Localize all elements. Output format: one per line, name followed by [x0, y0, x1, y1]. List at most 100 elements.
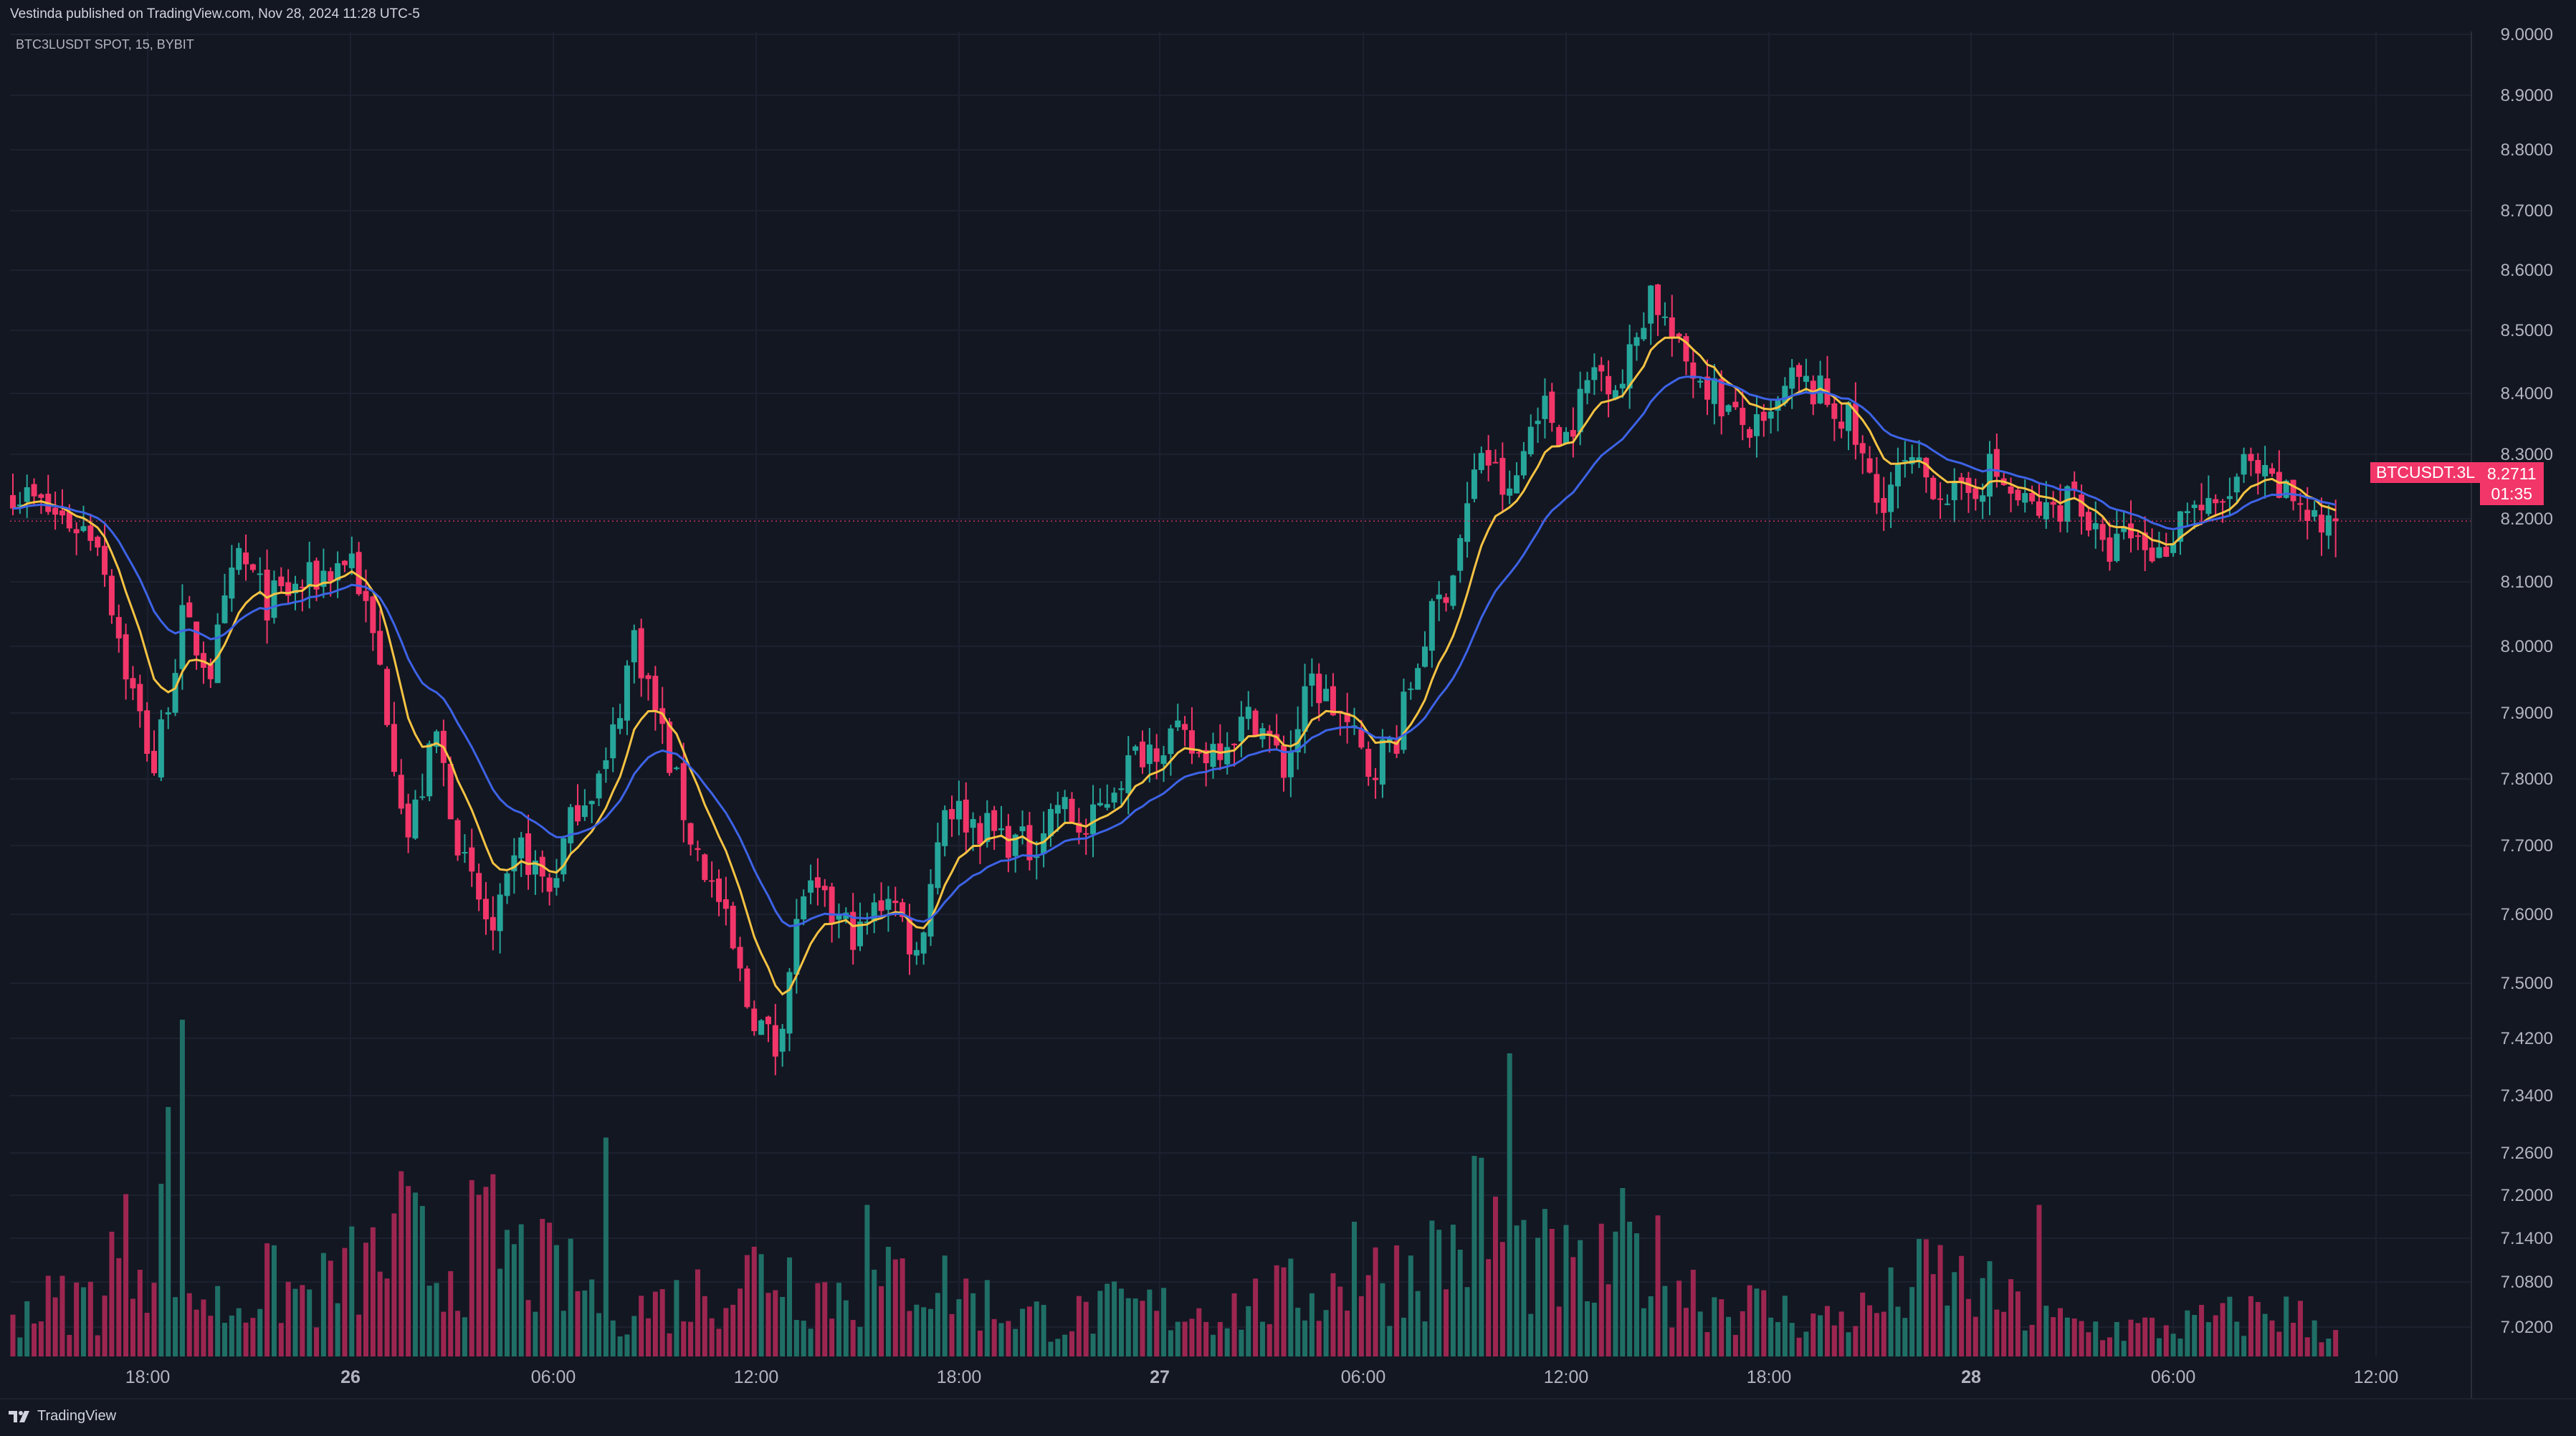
candle-body [610, 724, 616, 759]
candle-body [758, 1020, 765, 1035]
candle-body [1415, 668, 1421, 690]
candle-body [1852, 403, 1859, 445]
price-tick-label: 7.4200 [2501, 1029, 2553, 1048]
volume-bar [1013, 1329, 1019, 1356]
candle-body [1930, 477, 1937, 499]
volume-bar [2326, 1339, 2332, 1356]
volume-bar [2051, 1317, 2056, 1356]
volume-bar [285, 1281, 291, 1356]
volume-bar [1930, 1274, 1936, 1356]
volume-bar [511, 1244, 517, 1356]
volume-bar [1972, 1316, 1978, 1356]
candle-body [73, 529, 80, 534]
price-tick-label: 9.0000 [2501, 25, 2553, 44]
candle-body [1760, 411, 1767, 421]
candle-body [264, 569, 270, 621]
volume-bar [2107, 1337, 2112, 1356]
candle-body [1401, 691, 1407, 750]
volume-bar [1909, 1287, 1915, 1356]
volume-bar [1959, 1255, 1965, 1356]
volume-bar [194, 1309, 199, 1356]
candle-body [801, 896, 807, 920]
candle-body [1499, 458, 1506, 495]
volume-bar [1803, 1331, 1809, 1356]
candle-body [808, 880, 814, 893]
volume-bar [2086, 1332, 2091, 1356]
volume-bar [1415, 1291, 1421, 1356]
volume-bar [1090, 1334, 1096, 1356]
volume-bar [2128, 1319, 2134, 1356]
volume-bar [222, 1323, 227, 1356]
volume-bar [505, 1230, 510, 1356]
volume-bar [1203, 1321, 1209, 1356]
candle-body [1514, 475, 1520, 494]
volume-bar [87, 1281, 93, 1356]
candle-body [1054, 805, 1061, 814]
volume-bar [1189, 1318, 1195, 1356]
candle-body [1083, 833, 1089, 835]
volume-bar [370, 1227, 376, 1356]
volume-bar [1853, 1326, 1859, 1356]
candle-body [434, 731, 439, 747]
volume-bar [822, 1282, 828, 1356]
candle-body [836, 914, 842, 920]
candle-body [2297, 503, 2304, 505]
volume-bar [229, 1315, 234, 1356]
candle-body [942, 810, 948, 846]
candle-body [1005, 825, 1011, 858]
volume-bar [483, 1187, 489, 1356]
volume-bar [399, 1171, 404, 1356]
volume-bar [1535, 1238, 1541, 1356]
candle-body [984, 813, 991, 842]
volume-bar [843, 1300, 849, 1356]
candle-body [2304, 509, 2311, 522]
candle-body [1478, 453, 1484, 470]
volume-bar [1062, 1334, 1068, 1356]
volume-bar [1253, 1278, 1259, 1356]
volume-bar [1994, 1309, 2000, 1356]
candle-body [667, 722, 673, 773]
volume-bar [1732, 1334, 1738, 1356]
volume-bar [1818, 1315, 1823, 1356]
volume-bar [921, 1307, 927, 1356]
volume-bar [1132, 1298, 1138, 1356]
volume-bar [278, 1323, 284, 1356]
candle-body [16, 504, 23, 507]
candle-body [1838, 421, 1845, 429]
price-tick-label: 8.8000 [2501, 140, 2553, 160]
volume-bar [356, 1314, 362, 1356]
volume-bar [2163, 1325, 2169, 1356]
tradingview-logo[interactable]: TradingView [9, 1408, 116, 1425]
candle-body [751, 1008, 758, 1031]
volume-bar [589, 1279, 595, 1356]
volume-bar [2142, 1317, 2148, 1356]
volume-bar [116, 1258, 122, 1356]
volume-bar [17, 1337, 23, 1356]
candle-body [482, 899, 489, 919]
candle-body [1012, 834, 1019, 856]
volume-bar [1591, 1302, 1597, 1356]
candle-body [652, 676, 659, 711]
volume-bar [186, 1293, 192, 1356]
candle-body [80, 526, 87, 531]
candle-body [214, 624, 221, 684]
candle-body [885, 899, 892, 910]
candle-body [1076, 823, 1082, 833]
volume-bar [328, 1260, 333, 1356]
volume-bar [2262, 1313, 2268, 1356]
candle-body [1584, 380, 1590, 393]
candle-body [2332, 518, 2339, 522]
candle-body [1606, 375, 1612, 395]
candle-body [850, 911, 857, 950]
candle-body [1428, 600, 1435, 651]
candle-body [991, 810, 998, 831]
candle-body [638, 628, 644, 679]
volume-bar [1697, 1311, 1703, 1356]
time-tick-label: 18:00 [1747, 1367, 1792, 1387]
candle-body [1577, 388, 1583, 433]
candle-body [977, 823, 983, 845]
candle-body [1902, 460, 1908, 462]
candle-body [1507, 488, 1513, 496]
volume-bar [2029, 1324, 2035, 1356]
